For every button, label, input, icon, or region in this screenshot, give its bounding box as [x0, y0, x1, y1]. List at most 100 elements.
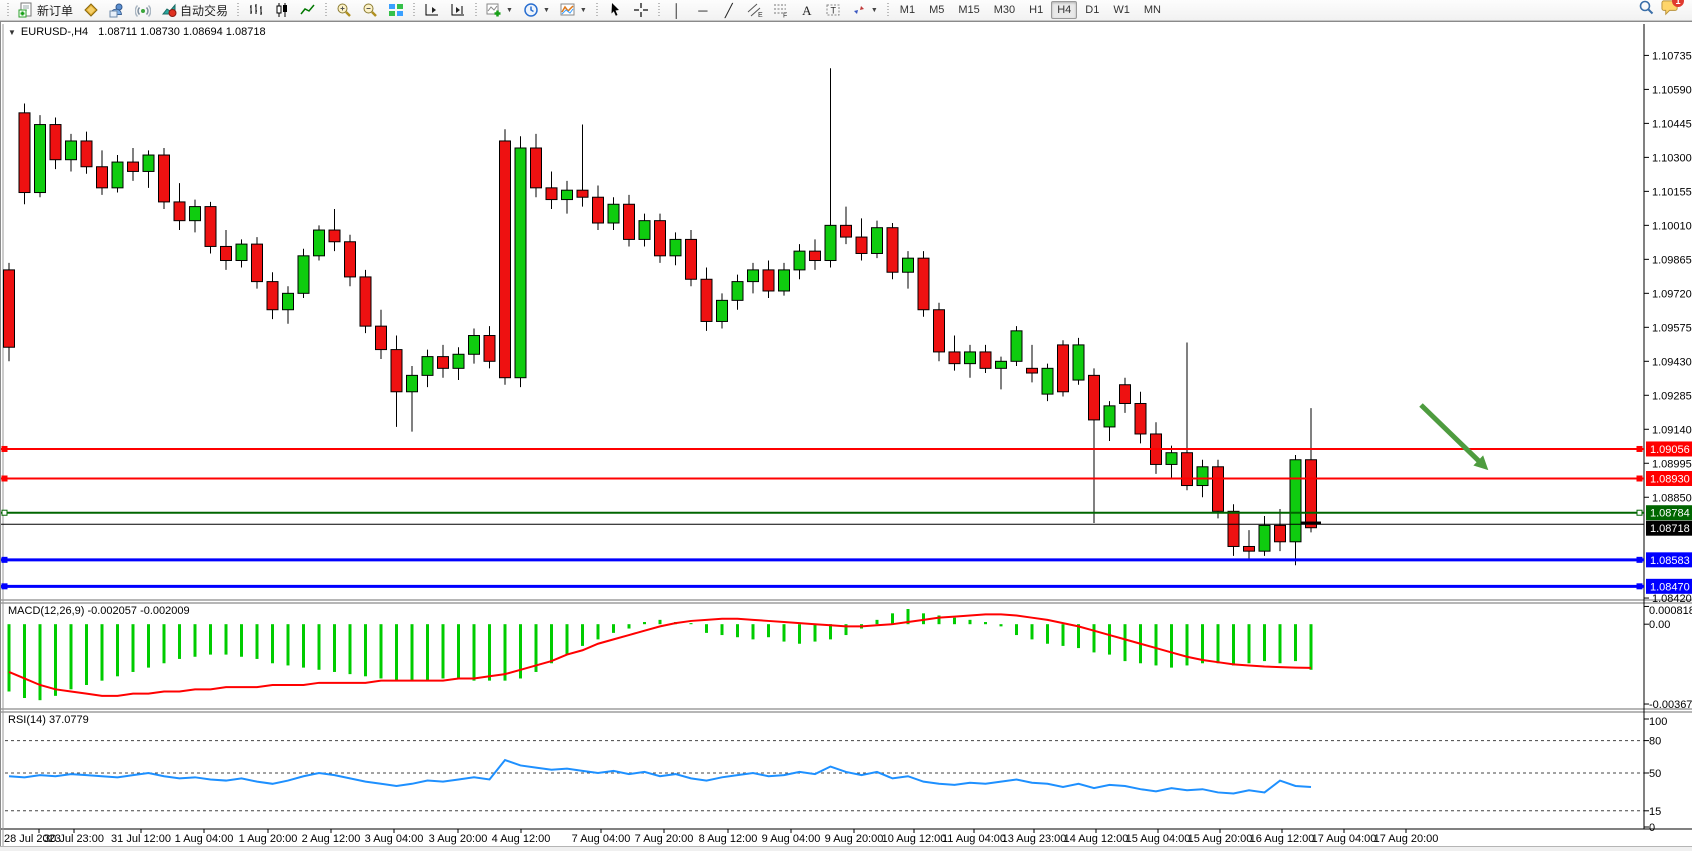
svg-text:1.08850: 1.08850: [1652, 492, 1692, 504]
toolbar-grip: [237, 2, 240, 18]
svg-text:15: 15: [1649, 806, 1661, 818]
chart-symbol-header[interactable]: ▼ EURUSD-,H4 1.08711 1.08730 1.08694 1.087…: [8, 26, 266, 38]
arrow-object[interactable]: [1419, 403, 1489, 471]
crosshair-tool-button[interactable]: [629, 1, 653, 20]
svg-text:14 Aug 12:00: 14 Aug 12:00: [1064, 833, 1129, 845]
svg-text:1.10155: 1.10155: [1652, 186, 1692, 198]
macd-pane: [7, 608, 1313, 701]
trendline-icon: ╱: [724, 2, 733, 18]
timeframe-h4-button[interactable]: H4: [1051, 1, 1078, 19]
chart-shift-button[interactable]: [446, 1, 470, 20]
price-axis-boxes: 1.09056 1.08930 1.08784 1.08718 1.08583 1.084…: [1646, 441, 1692, 594]
svg-text:1.09430: 1.09430: [1652, 356, 1692, 368]
chart-window: ▼ EURUSD-,H4 1.08711 1.08730 1.08694 1.087…: [0, 21, 1692, 846]
macd-indicator-label: MACD(12,26,9) -0.002057 -0.002009: [8, 605, 190, 617]
timeframe-m5-button[interactable]: M5: [929, 4, 945, 16]
trendline-tool-button[interactable]: ╱: [717, 1, 741, 20]
hline-objects[interactable]: [1, 445, 1644, 590]
bar-chart-icon: [248, 2, 264, 18]
search-icon[interactable]: [1638, 0, 1655, 21]
svg-text:10 Aug 12:00: 10 Aug 12:00: [882, 833, 947, 845]
rsi-indicator-label: RSI(14) 37.0779: [8, 714, 89, 726]
chart-shift-icon: [450, 2, 466, 18]
line-chart-button[interactable]: [296, 1, 320, 20]
notifications-button[interactable]: 1: [1661, 0, 1684, 21]
new-order-button[interactable]: 新订单: [14, 1, 77, 20]
timeframe-m1-button[interactable]: M1: [899, 4, 916, 16]
market-watch-button[interactable]: [79, 1, 103, 20]
price-axis[interactable]: 1.10735 1.10590 1.10445 1.10300 1.10155 1.100…: [1644, 50, 1692, 834]
toolbar-grip: [595, 2, 598, 18]
toolbar-grip: [886, 2, 889, 18]
svg-text:7 Aug 04:00: 7 Aug 04:00: [572, 833, 631, 845]
crosshair-icon: [633, 2, 649, 18]
autotrading-label: 自动交易: [180, 3, 229, 18]
svg-text:T: T: [830, 6, 836, 16]
candlestick-chart-button[interactable]: [270, 1, 294, 20]
text-label-tool-button[interactable]: T: [821, 1, 845, 20]
arrows-tool-button[interactable]: ▼: [847, 1, 882, 20]
svg-text:1.08784: 1.08784: [1650, 508, 1690, 520]
svg-text:1.09285: 1.09285: [1652, 390, 1692, 402]
svg-text:31 Jul 12:00: 31 Jul 12:00: [111, 833, 171, 845]
templates-button[interactable]: ▼: [556, 1, 591, 20]
strategy-tester-icon: [109, 2, 125, 18]
toolbar-grip: [413, 2, 416, 18]
toolbar-grip: [657, 2, 660, 18]
svg-text:100: 100: [1649, 716, 1667, 728]
svg-text:0.00: 0.00: [1649, 619, 1670, 631]
zoom-in-button[interactable]: [332, 1, 356, 20]
timeframe-m15-button[interactable]: M15: [958, 4, 980, 16]
auto-scroll-button[interactable]: [420, 1, 444, 20]
svg-text:7 Aug 20:00: 7 Aug 20:00: [635, 833, 694, 845]
svg-text:3 Aug 04:00: 3 Aug 04:00: [365, 833, 424, 845]
timeframe-mn-button[interactable]: MN: [1143, 4, 1161, 16]
text-icon: A: [802, 2, 812, 18]
periods-button[interactable]: ▼: [519, 1, 554, 20]
timeframe-d1-button[interactable]: D1: [1085, 4, 1100, 16]
channel-tool-button[interactable]: E: [743, 1, 767, 20]
indicators-button[interactable]: ▼: [482, 1, 517, 20]
svg-text:1.08718: 1.08718: [1650, 523, 1690, 535]
signals-button[interactable]: [131, 1, 155, 20]
text-tool-button[interactable]: A: [795, 1, 819, 20]
autotrading-button[interactable]: 自动交易: [157, 1, 232, 20]
arrows-icon: [851, 2, 867, 18]
svg-text:E: E: [758, 12, 763, 18]
svg-text:1.09720: 1.09720: [1652, 288, 1692, 300]
new-order-label: 新订单: [37, 3, 74, 18]
zoom-out-button[interactable]: [358, 1, 382, 20]
signals-icon: [135, 2, 152, 18]
chart-menu-icon[interactable]: ▼: [8, 28, 16, 37]
macd-signal-line: [8, 613, 1312, 697]
cursor-icon: [607, 2, 623, 18]
svg-text:16 Aug 12:00: 16 Aug 12:00: [1250, 833, 1315, 845]
vertical-line-icon: │: [672, 2, 681, 18]
fibonacci-tool-button[interactable]: F: [769, 1, 793, 20]
svg-text:1.10590: 1.10590: [1652, 84, 1692, 96]
timeframe-w1-button[interactable]: W1: [1113, 4, 1130, 16]
chevron-down-icon: ▼: [542, 6, 550, 14]
bid-price-marker: [1301, 521, 1321, 525]
chart-canvas[interactable]: 1.10735 1.10590 1.10445 1.10300 1.10155 1.100…: [1, 22, 1692, 847]
bar-chart-button[interactable]: [244, 1, 268, 20]
vertical-line-tool-button[interactable]: │: [665, 1, 689, 20]
main-toolbar: 新订单 自动交易: [0, 0, 1692, 21]
svg-text:15 Aug 20:00: 15 Aug 20:00: [1188, 833, 1253, 845]
svg-text:80: 80: [1649, 736, 1661, 748]
tile-windows-button[interactable]: [384, 1, 408, 20]
svg-text:1.09056: 1.09056: [1650, 444, 1690, 456]
rsi-levels: [5, 740, 1644, 812]
svg-text:0.000818: 0.000818: [1649, 605, 1692, 617]
window-bottom-strip: [0, 846, 1692, 851]
toolbar-grip: [475, 2, 478, 18]
timeframe-m30-button[interactable]: M30: [993, 4, 1016, 16]
equidistant-channel-icon: E: [747, 2, 763, 18]
horizontal-line-tool-button[interactable]: ─: [691, 1, 715, 20]
strategy-tester-button[interactable]: [105, 1, 129, 20]
new-order-icon: [18, 2, 34, 18]
timeframe-h1-button[interactable]: H1: [1029, 4, 1044, 16]
cursor-tool-button[interactable]: [603, 1, 627, 20]
svg-text:1 Aug 04:00: 1 Aug 04:00: [175, 833, 234, 845]
